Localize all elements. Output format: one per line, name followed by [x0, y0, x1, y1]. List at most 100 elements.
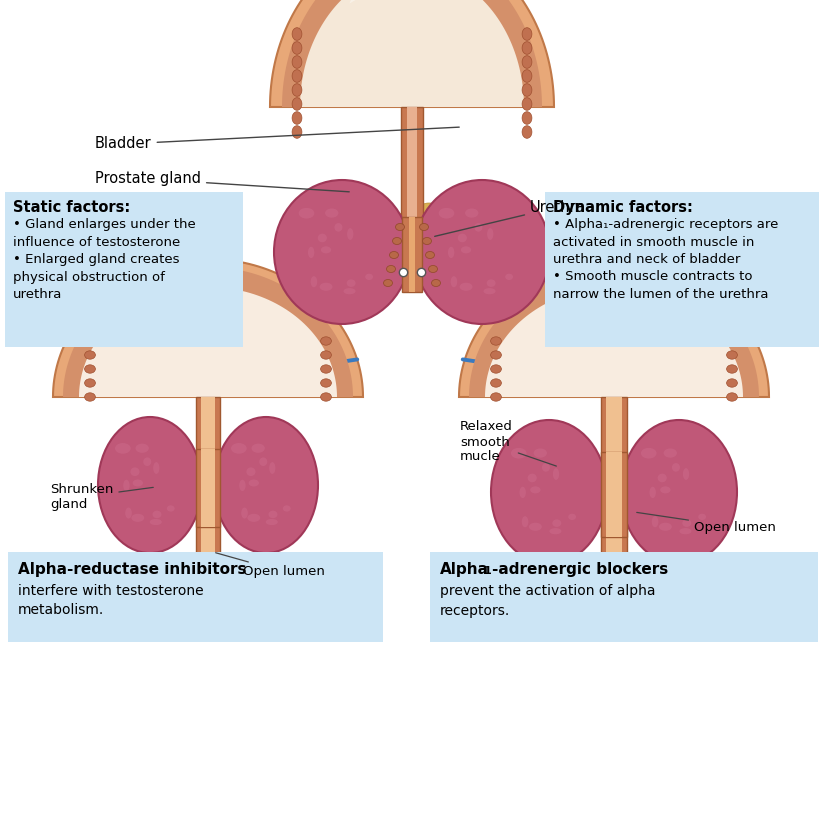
Ellipse shape [413, 212, 425, 222]
Ellipse shape [438, 208, 454, 218]
Ellipse shape [321, 351, 331, 359]
Ellipse shape [490, 351, 501, 359]
Ellipse shape [727, 393, 737, 401]
Ellipse shape [399, 212, 411, 222]
Ellipse shape [239, 480, 246, 491]
Ellipse shape [490, 365, 501, 373]
Ellipse shape [85, 379, 96, 387]
Ellipse shape [583, 487, 605, 501]
Ellipse shape [251, 443, 265, 453]
Ellipse shape [490, 393, 501, 401]
Ellipse shape [562, 492, 580, 502]
Ellipse shape [347, 280, 356, 287]
Ellipse shape [451, 276, 457, 287]
Ellipse shape [321, 393, 331, 401]
Ellipse shape [489, 212, 501, 222]
Text: Static factors:: Static factors: [13, 200, 130, 215]
Ellipse shape [550, 528, 561, 534]
Ellipse shape [432, 280, 441, 286]
Ellipse shape [519, 487, 526, 498]
Polygon shape [469, 267, 759, 397]
Ellipse shape [553, 468, 559, 480]
Ellipse shape [98, 417, 202, 553]
Bar [401, 107, 423, 227]
Polygon shape [349, 0, 400, 3]
Ellipse shape [143, 457, 152, 466]
Ellipse shape [321, 246, 331, 253]
Ellipse shape [522, 84, 532, 96]
Text: 1: 1 [484, 566, 492, 576]
Ellipse shape [202, 496, 214, 506]
Bar [601, 397, 627, 597]
Ellipse shape [684, 496, 696, 506]
Ellipse shape [320, 283, 332, 291]
Ellipse shape [418, 203, 440, 217]
Ellipse shape [659, 523, 672, 531]
Ellipse shape [353, 208, 371, 218]
Ellipse shape [638, 492, 656, 502]
Polygon shape [300, 0, 524, 107]
Ellipse shape [460, 283, 472, 291]
Text: Prostate gland: Prostate gland [95, 171, 349, 192]
Ellipse shape [390, 251, 399, 259]
Ellipse shape [727, 365, 737, 373]
Ellipse shape [613, 487, 635, 501]
Ellipse shape [626, 499, 642, 511]
Ellipse shape [522, 69, 532, 83]
Ellipse shape [532, 496, 544, 506]
Ellipse shape [153, 462, 159, 474]
Ellipse shape [522, 41, 532, 55]
Ellipse shape [550, 499, 566, 511]
Ellipse shape [269, 510, 278, 519]
Ellipse shape [130, 467, 139, 476]
Ellipse shape [641, 448, 657, 458]
Ellipse shape [458, 234, 467, 242]
Ellipse shape [698, 514, 706, 520]
Ellipse shape [292, 69, 302, 83]
Ellipse shape [542, 463, 550, 471]
Ellipse shape [247, 514, 260, 522]
Ellipse shape [663, 448, 677, 457]
Ellipse shape [414, 180, 550, 324]
Ellipse shape [727, 379, 737, 387]
Ellipse shape [522, 516, 528, 528]
Ellipse shape [511, 448, 527, 458]
Ellipse shape [85, 393, 96, 401]
Ellipse shape [323, 212, 335, 222]
Ellipse shape [396, 223, 405, 231]
Polygon shape [152, 286, 193, 313]
Ellipse shape [461, 246, 471, 253]
Ellipse shape [428, 265, 438, 273]
FancyBboxPatch shape [5, 192, 243, 347]
Ellipse shape [274, 180, 410, 324]
Ellipse shape [374, 203, 396, 217]
Ellipse shape [419, 223, 428, 231]
Ellipse shape [135, 443, 149, 453]
Ellipse shape [328, 203, 350, 217]
Ellipse shape [344, 288, 356, 294]
Ellipse shape [308, 246, 314, 258]
Ellipse shape [659, 487, 681, 501]
Bar [606, 452, 622, 537]
Ellipse shape [241, 508, 248, 519]
Ellipse shape [569, 514, 576, 520]
Ellipse shape [475, 223, 482, 232]
Bar [606, 397, 622, 597]
Ellipse shape [232, 492, 250, 502]
Polygon shape [282, 0, 542, 107]
Ellipse shape [202, 496, 214, 506]
Ellipse shape [85, 337, 96, 345]
Ellipse shape [124, 480, 129, 491]
Ellipse shape [220, 499, 236, 511]
Ellipse shape [682, 519, 691, 527]
Ellipse shape [423, 237, 432, 245]
Ellipse shape [207, 487, 229, 501]
Ellipse shape [321, 379, 331, 387]
Ellipse shape [464, 203, 486, 217]
FancyBboxPatch shape [8, 552, 383, 642]
Ellipse shape [246, 467, 255, 476]
FancyBboxPatch shape [545, 192, 819, 347]
Bar [201, 397, 215, 597]
Ellipse shape [131, 514, 144, 522]
Ellipse shape [425, 251, 434, 259]
